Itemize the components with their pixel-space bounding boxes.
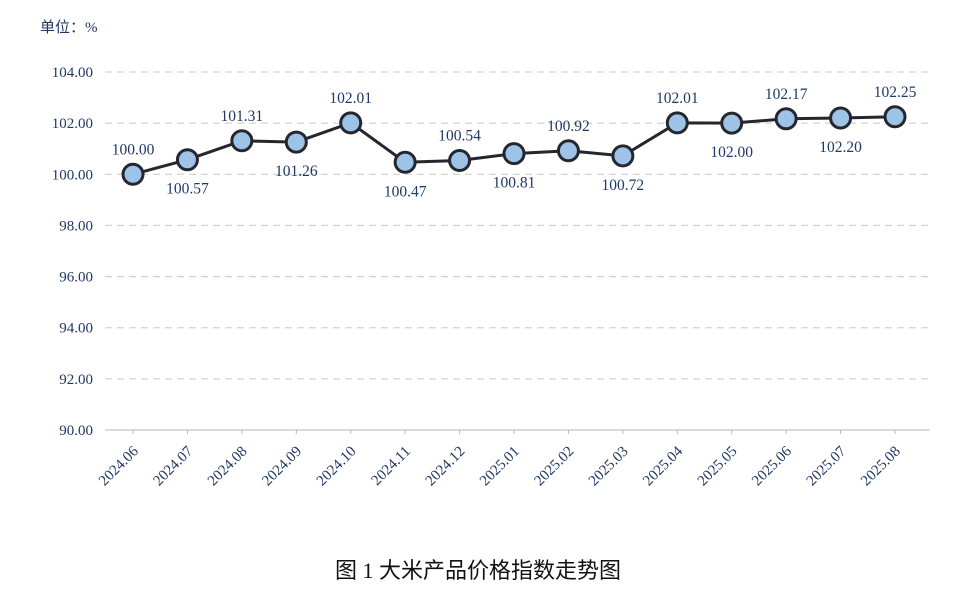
data-point-label: 100.72 [602, 177, 645, 194]
data-point-label: 102.01 [329, 90, 372, 107]
data-point-marker [720, 111, 744, 135]
x-tick-label: 2025.05 [695, 444, 741, 490]
data-point-marker [339, 111, 363, 135]
data-point-label: 101.31 [221, 108, 264, 125]
data-point-marker [774, 107, 798, 131]
y-tick-label: 104.00 [52, 65, 93, 81]
x-tick-label: 2025.02 [531, 444, 577, 490]
y-tick-label: 90.00 [59, 423, 93, 439]
data-point-label: 101.26 [275, 163, 318, 180]
data-point-label: 100.92 [547, 118, 590, 135]
data-point-label: 102.20 [819, 139, 862, 156]
chart-title: 图 1 大米产品价格指数走势图 [334, 558, 621, 583]
data-point-marker [611, 144, 635, 168]
data-point-marker [448, 148, 472, 172]
y-tick-label: 100.00 [52, 167, 93, 183]
x-tick-label: 2024.09 [259, 444, 305, 490]
x-tick-label: 2025.08 [858, 444, 904, 490]
data-point-marker [284, 130, 308, 154]
data-point-marker [393, 150, 417, 174]
y-tick-label: 94.00 [59, 321, 93, 337]
data-point-label: 102.17 [765, 86, 808, 103]
data-point-label: 100.57 [166, 181, 209, 198]
data-point-marker [230, 129, 254, 153]
y-tick-label: 98.00 [59, 218, 93, 234]
x-tick-label: 2025.03 [586, 444, 632, 490]
data-point-label: 100.54 [438, 127, 481, 144]
data-point-label: 100.47 [384, 183, 427, 200]
x-tick-label: 2024.12 [423, 444, 469, 490]
x-tick-label: 2024.10 [314, 444, 360, 490]
data-point-marker [665, 111, 689, 135]
data-point-marker [883, 105, 907, 129]
data-point-marker [502, 142, 526, 166]
x-tick-label: 2024.07 [150, 443, 196, 489]
x-tick-label: 2024.11 [369, 444, 414, 489]
data-point-marker [556, 139, 580, 163]
x-tick-label: 2025.04 [640, 443, 686, 489]
data-point-label: 100.81 [493, 175, 536, 192]
price-index-chart: 90.00 92.00 94.00 96.00 98.00 100.00 102.00 104… [52, 65, 930, 490]
x-tick-label: 2025.01 [477, 444, 523, 490]
y-tick-label: 92.00 [59, 372, 93, 388]
x-tick-label: 2025.07 [804, 443, 850, 489]
data-point-label: 102.01 [656, 90, 699, 107]
data-point-label: 102.25 [874, 84, 917, 101]
data-point-label: 100.00 [112, 141, 155, 158]
data-point-marker [175, 148, 199, 172]
data-point-marker [121, 162, 145, 186]
y-tick-label: 96.00 [59, 270, 93, 286]
y-tick-label: 102.00 [52, 116, 93, 132]
data-point-marker [829, 106, 853, 130]
x-tick-label: 2024.08 [205, 444, 251, 490]
data-point-label: 102.00 [710, 144, 753, 161]
x-tick-label: 2024.06 [96, 443, 142, 489]
unit-label: 单位：% [40, 20, 98, 36]
x-tick-label: 2025.06 [749, 443, 795, 489]
